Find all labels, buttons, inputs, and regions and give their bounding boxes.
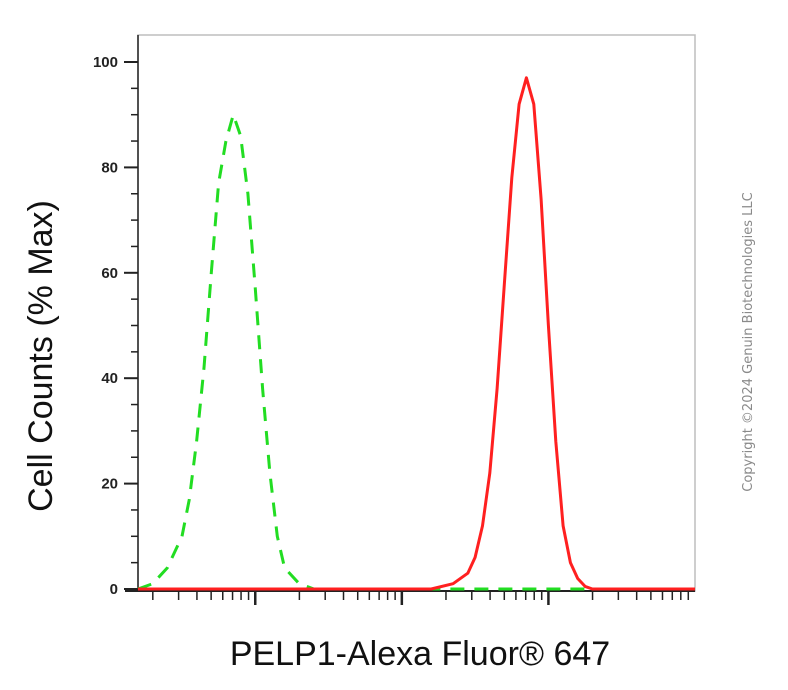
copyright-text: Copyright ©2024 Genuin Biotechnologies L… <box>741 192 756 491</box>
plot-frame <box>137 34 696 592</box>
y-tick-label: 100 <box>93 54 118 71</box>
axis-ticks: 0 20 40 60 80 100 <box>93 35 695 605</box>
y-tick-label: 20 <box>101 476 118 493</box>
series-line-2 <box>138 76 695 591</box>
y-tick-label: 0 <box>110 581 118 598</box>
x-axis-title: PELP1-Alexa Fluor® 647 <box>230 635 610 673</box>
y-tick-label: 60 <box>101 265 118 282</box>
y-tick-label: 80 <box>101 159 118 176</box>
series-layer <box>137 76 695 591</box>
series-line-1 <box>137 113 695 591</box>
y-tick-label: 40 <box>101 370 118 387</box>
y-axis-title: Cell Counts (% Max) <box>22 200 60 512</box>
